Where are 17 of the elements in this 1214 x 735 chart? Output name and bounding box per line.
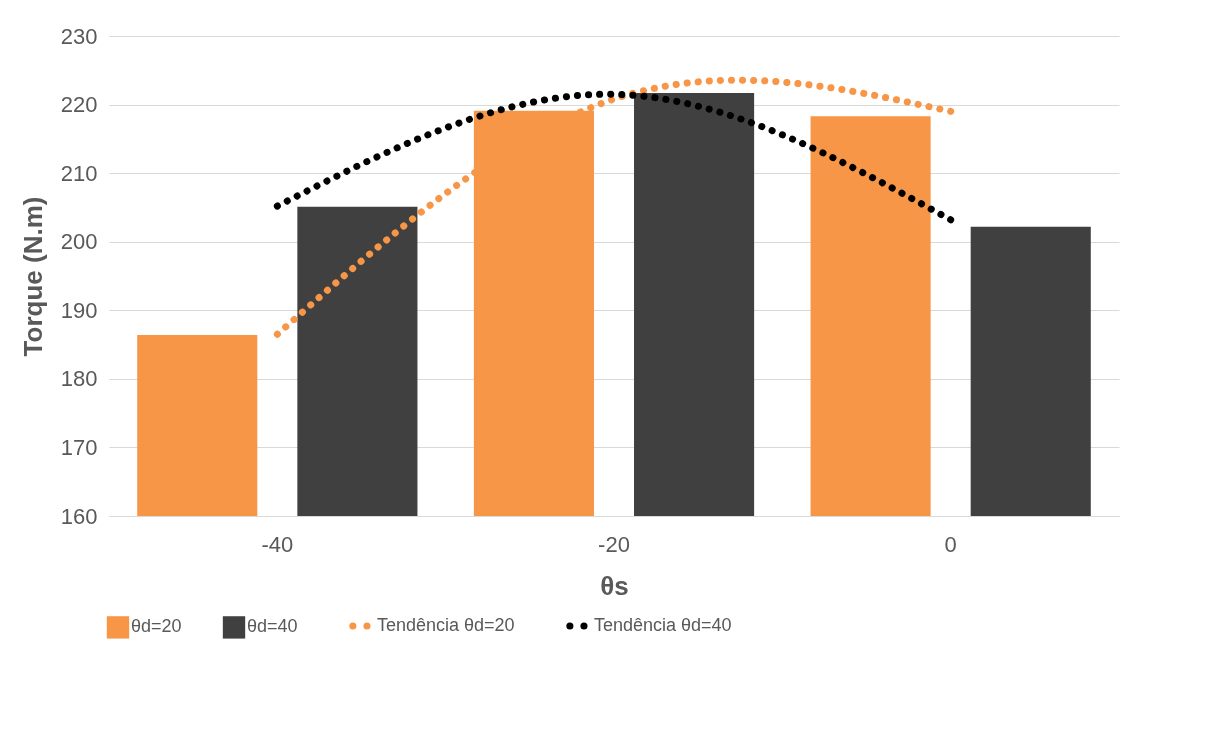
y-tick-label: 200 bbox=[60, 229, 98, 255]
legend-label: θd=40 bbox=[247, 616, 298, 637]
y-axis-title: Torque (N.m) bbox=[17, 196, 48, 357]
x-tick-label: -40 bbox=[261, 531, 294, 557]
x-tick-label: 0 bbox=[944, 531, 957, 557]
x-tick-label: -20 bbox=[598, 531, 630, 557]
legend-label: Tendência θd=40 bbox=[594, 615, 732, 635]
y-tick-label: 160 bbox=[60, 503, 98, 529]
legend-label: θd=20 bbox=[131, 616, 182, 637]
y-tick-label: 220 bbox=[60, 92, 98, 118]
y-tick-label: 180 bbox=[60, 366, 98, 392]
y-tick-label: 170 bbox=[60, 434, 98, 460]
y-tick-label: 210 bbox=[60, 160, 98, 186]
x-axis-title: θs bbox=[600, 570, 629, 601]
legend-label: Tendência θd=20 bbox=[377, 615, 515, 635]
y-tick-label: 230 bbox=[60, 23, 98, 49]
y-tick-label: 190 bbox=[60, 297, 98, 323]
